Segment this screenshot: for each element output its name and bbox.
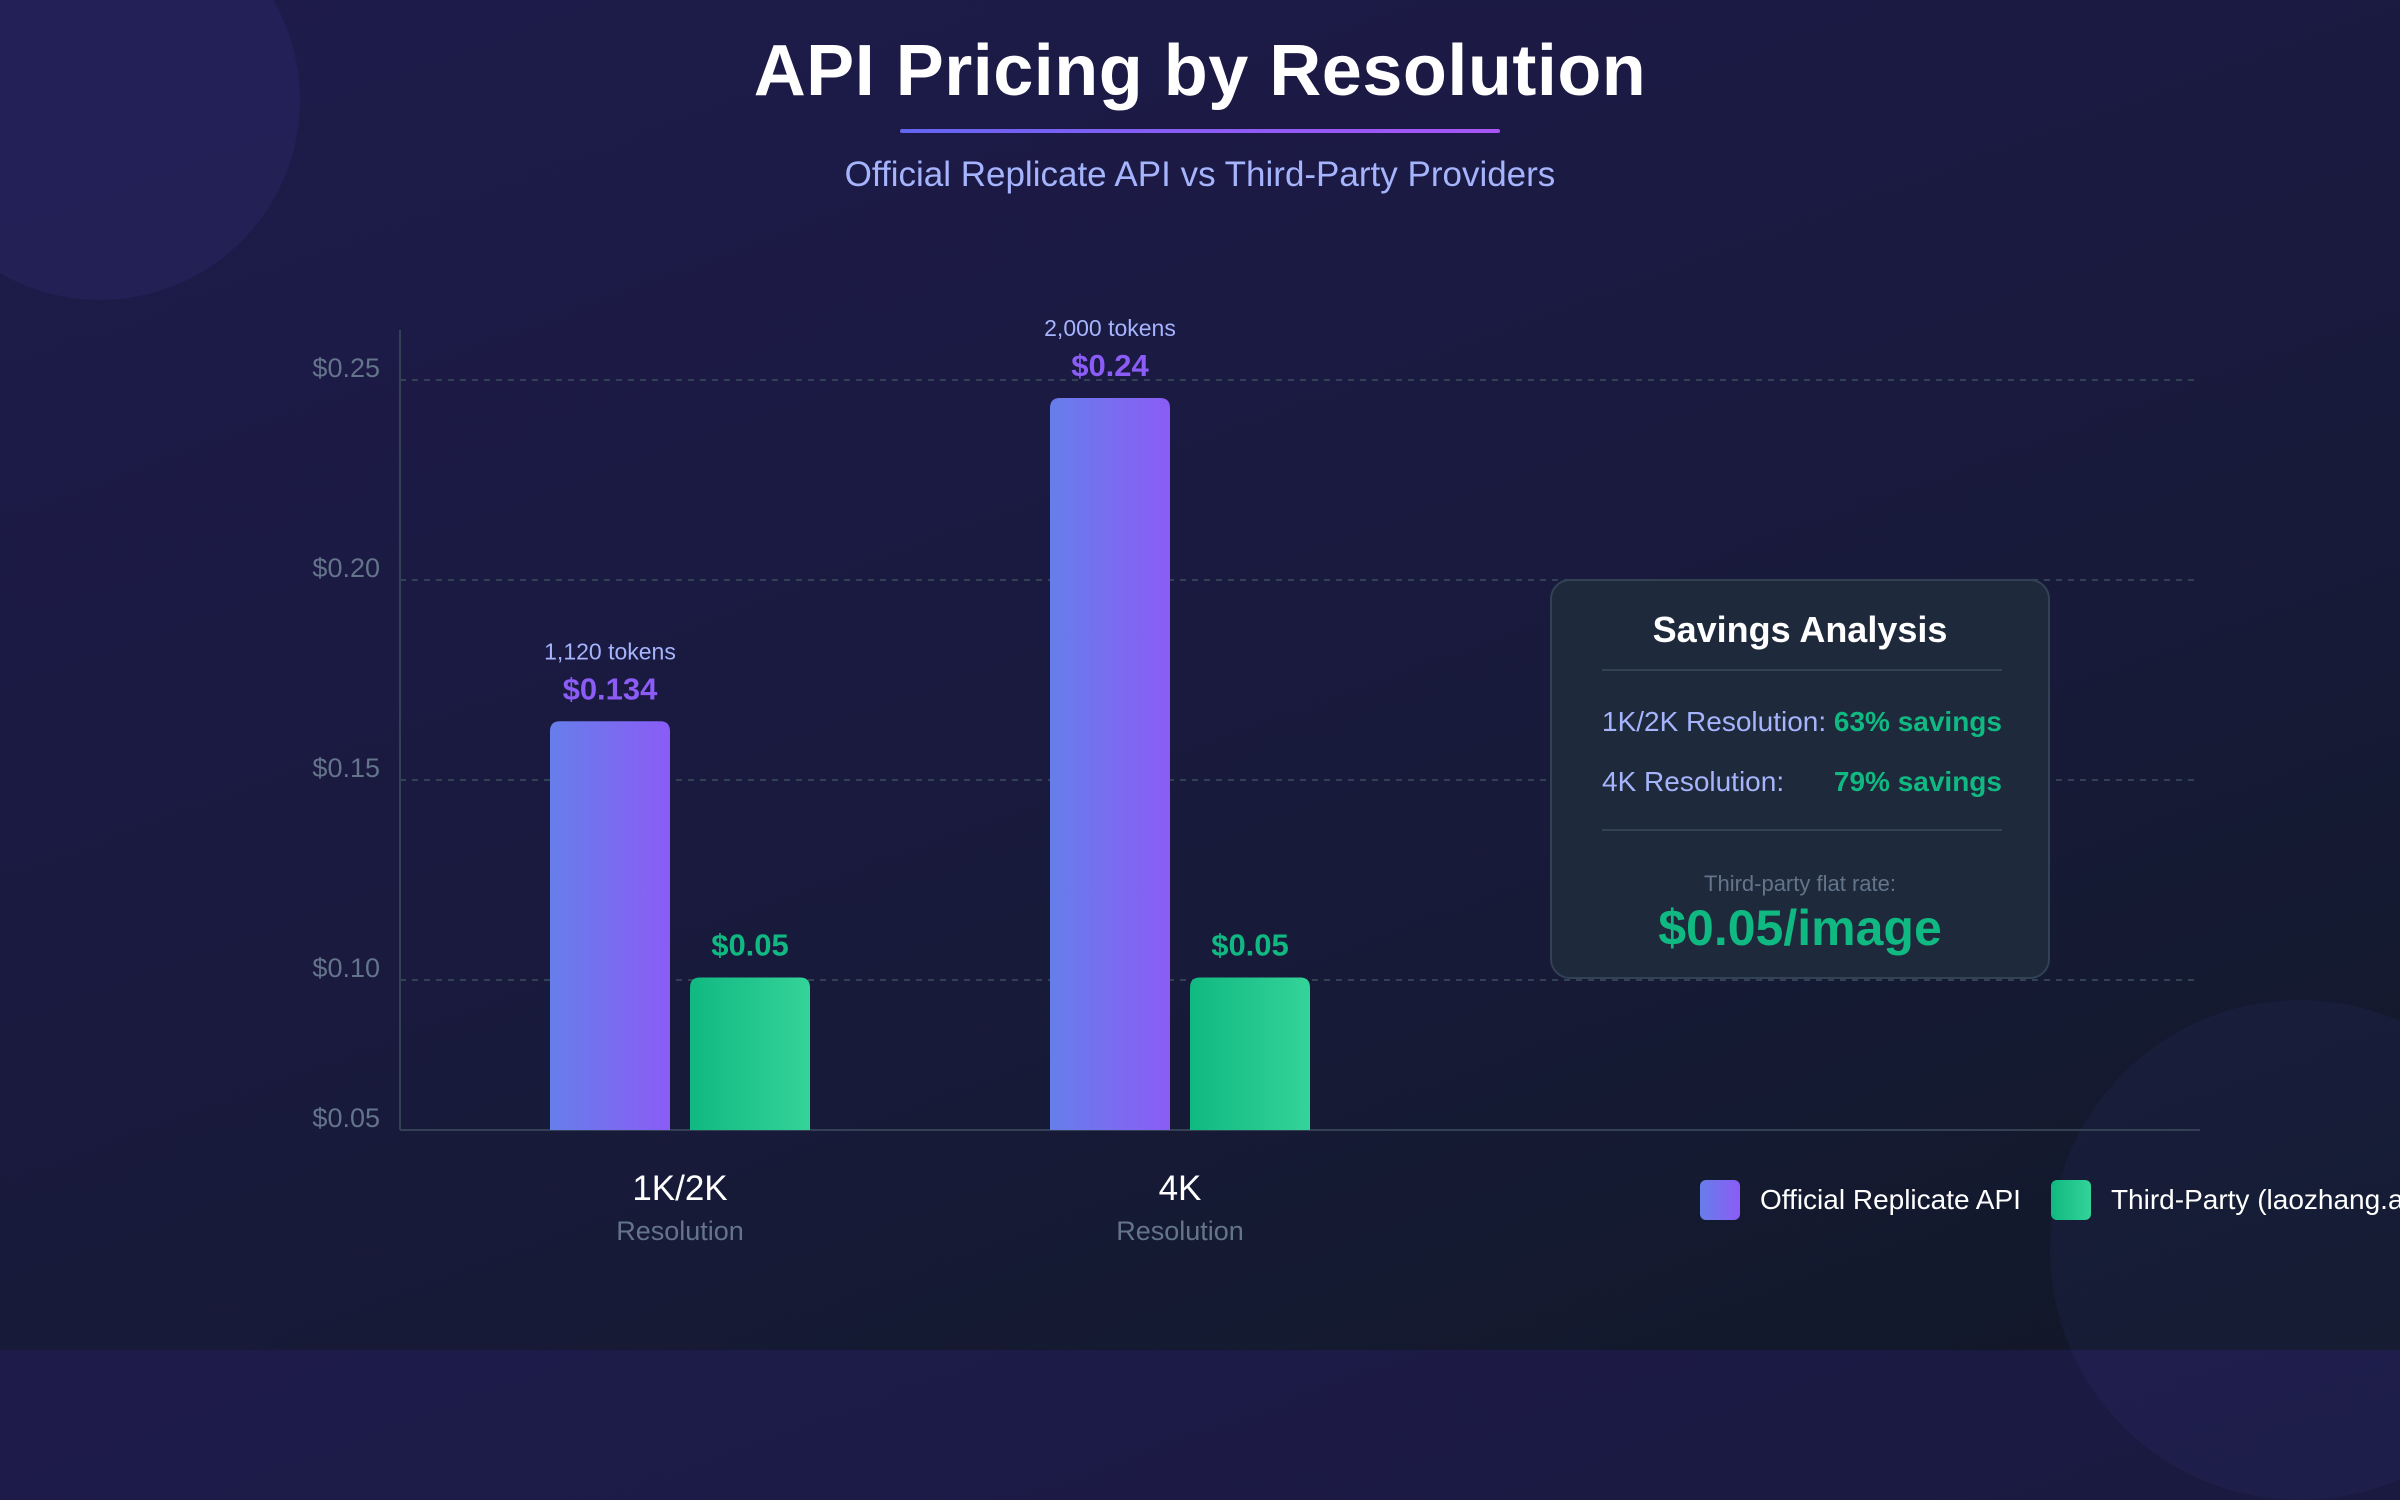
savings-row-value: 79% savings [1833, 766, 2002, 797]
x-category-sublabel: Resolution [1116, 1216, 1244, 1246]
bar-value-label: $0.05 [1211, 928, 1289, 963]
title-underline [900, 129, 1500, 133]
legend-item-third-party: Third-Party (laozhang.a [2050, 1180, 2400, 1220]
x-category-label: 1K/2K [632, 1169, 727, 1208]
y-tick-label: $0.25 [312, 353, 380, 383]
savings-row-label: 1K/2K Resolution: [1602, 706, 1827, 737]
legend-swatch-purple [1700, 1180, 1740, 1220]
chart-subtitle: Official Replicate API vs Third-Party Pr… [844, 155, 1556, 194]
y-tick-label: $0.15 [312, 753, 380, 783]
x-category-label: 4K [1159, 1169, 1202, 1208]
token-count-label: 2,000 tokens [1044, 315, 1176, 341]
savings-divider [1602, 829, 2002, 831]
y-tick-label: $0.10 [312, 953, 380, 983]
savings-row-label: 4K Resolution: [1602, 766, 1785, 797]
savings-analysis-panel: Savings Analysis 1K/2K Resolution: 63% s… [1550, 579, 2050, 979]
token-count-label: 1,120 tokens [544, 638, 676, 664]
bar-third-party [1190, 977, 1310, 1130]
chart-title: API Pricing by Resolution [753, 31, 1647, 111]
savings-row-value: 63% savings [1833, 706, 2002, 737]
bar-third-party [690, 977, 810, 1130]
legend-swatch-green [2050, 1180, 2091, 1220]
y-tick-label: $0.20 [312, 553, 380, 583]
flat-rate-label: Third-party flat rate: [1704, 871, 1896, 896]
bar-value-label: $0.134 [563, 671, 659, 706]
bar-value-label: $0.24 [1071, 348, 1149, 383]
bar-official [1050, 398, 1170, 1130]
legend-label: Third-Party (laozhang.a [2110, 1184, 2400, 1215]
bar-chart: $0.25 $0.20 $0.15 $0.10 $0.05 $0.134 1,120 to… [312, 315, 2200, 1246]
legend-label: Official Replicate API [1760, 1184, 2021, 1215]
legend-item-official: Official Replicate API [1700, 1180, 2021, 1220]
bar-official [550, 721, 670, 1130]
y-tick-label: $0.05 [312, 1103, 380, 1133]
bar-value-label: $0.05 [711, 928, 789, 963]
flat-rate-value: $0.05/image [1658, 900, 1942, 956]
chart-legend: Official Replicate API Third-Party (laoz… [1700, 1180, 2400, 1220]
savings-title: Savings Analysis [1652, 609, 1948, 650]
savings-divider [1602, 669, 2002, 671]
x-category-sublabel: Resolution [616, 1216, 744, 1246]
